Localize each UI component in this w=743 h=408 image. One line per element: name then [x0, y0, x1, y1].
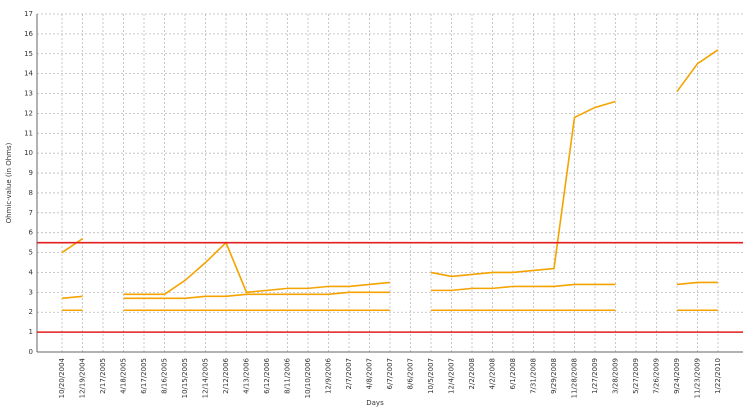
y-tick-label: 11 [24, 129, 33, 137]
x-tick-label: 10/10/2006 [304, 357, 312, 398]
y-axis-label: Ohmic-value (in Ohms) [5, 142, 13, 223]
series-line [123, 291, 390, 300]
x-tick-label: 6/17/2005 [140, 358, 148, 394]
x-tick-label: 4/18/2005 [120, 358, 128, 394]
x-tick-label: 2/2/2008 [468, 358, 476, 389]
x-tick-label: 4/8/2007 [366, 358, 374, 389]
x-tick-label: 8/11/2006 [284, 357, 292, 393]
y-tick-label: 8 [29, 189, 33, 197]
y-tick-label: 3 [29, 288, 33, 296]
x-tick-label: 7/26/2009 [653, 358, 661, 394]
x-tick-label: 8/6/2007 [407, 358, 415, 389]
series-line [61, 295, 83, 300]
x-tick-label: 10/5/2007 [427, 358, 435, 394]
x-tick-label: 11/23/2009 [694, 358, 702, 398]
x-tick-label: 2/12/2006 [222, 357, 230, 393]
y-tick-label: 5 [29, 249, 33, 257]
x-tick-label: 12/9/2006 [325, 357, 333, 393]
x-tick-label: 12/19/2004 [79, 357, 87, 398]
y-tick-label: 7 [29, 209, 33, 217]
x-tick-label: 3/28/2009 [612, 358, 620, 394]
x-axis-label: Days [366, 399, 384, 407]
y-tick-label: 12 [24, 109, 33, 117]
series-line [676, 49, 719, 93]
x-tick-label: 8/16/2005 [161, 358, 169, 394]
x-tick-label: 11/28/2008 [571, 358, 579, 398]
x-tick-label: 4/2/2008 [489, 358, 497, 389]
x-tick-label: 9/29/2008 [550, 358, 558, 394]
y-tick-label: 4 [29, 268, 34, 276]
y-tick-label: 16 [24, 30, 33, 38]
y-tick-label: 15 [24, 50, 33, 58]
x-tick-label: 6/1/2008 [509, 358, 517, 389]
x-tick-label: 2/7/2007 [345, 358, 353, 389]
y-tick-label: 17 [24, 10, 33, 18]
y-tick-label: 9 [29, 169, 33, 177]
x-tick-label: 6/12/2006 [263, 357, 271, 393]
x-tick-label: 12/4/2007 [448, 358, 456, 394]
y-tick-label: 10 [24, 149, 33, 157]
y-tick-label: 13 [24, 90, 33, 98]
x-tick-label: 2/17/2005 [99, 358, 107, 394]
x-tick-label: 1/22/2010 [714, 358, 722, 394]
x-tick-label: 7/31/2008 [530, 358, 538, 394]
x-tick-label: 1/27/2009 [591, 358, 599, 394]
x-tick-label: 6/7/2007 [386, 358, 394, 389]
y-tick-label: 6 [29, 229, 34, 237]
y-tick-label: 2 [29, 308, 33, 316]
y-tick-label: 1 [29, 328, 33, 336]
x-tick-label: 12/14/2005 [202, 358, 210, 398]
x-tick-label: 4/13/2006 [243, 357, 251, 393]
series-line [676, 281, 718, 286]
x-tick-label: 5/27/2009 [632, 358, 640, 394]
series-line [430, 100, 616, 278]
x-tick-label: 9/24/2009 [673, 358, 681, 394]
series-line [61, 238, 83, 254]
series-line [123, 241, 391, 296]
series-line [431, 283, 616, 292]
x-tick-label: 10/20/2004 [58, 357, 66, 398]
y-tick-label: 0 [29, 348, 33, 356]
y-tick-label: 14 [24, 70, 33, 78]
x-tick-label: 10/15/2005 [181, 358, 189, 398]
